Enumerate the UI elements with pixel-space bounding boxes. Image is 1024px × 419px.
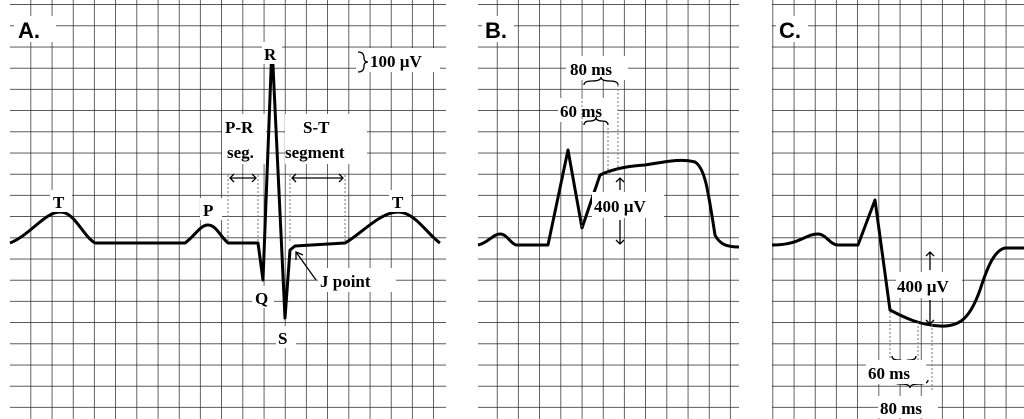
panel-label: A. bbox=[18, 18, 40, 43]
j-point-label: J point bbox=[320, 272, 371, 291]
wave-label: Q bbox=[255, 289, 268, 308]
amplitude-label: 400 µV bbox=[897, 277, 950, 296]
panel-label: C. bbox=[779, 18, 801, 43]
grid bbox=[772, 0, 1024, 419]
interval-label: 60 ms bbox=[560, 102, 602, 121]
wave-label: P bbox=[203, 201, 213, 220]
ecg-trace bbox=[9, 43, 441, 320]
wave-label: S bbox=[278, 329, 287, 348]
segment-label: seg. bbox=[227, 143, 254, 162]
ecg-trace bbox=[477, 148, 740, 249]
panel-a: A. R 100 µV P-R seg. S-T segment T P T Q… bbox=[9, 0, 446, 419]
wave-label: R bbox=[264, 45, 277, 64]
wave-label: T bbox=[53, 193, 65, 212]
amplitude-label: 100 µV bbox=[370, 52, 423, 71]
segment-label: S-T bbox=[303, 118, 330, 137]
segment-label: P-R bbox=[225, 118, 254, 137]
amplitude-label: 400 µV bbox=[594, 197, 647, 216]
interval-label: 60 ms bbox=[868, 364, 910, 383]
wave-label: T bbox=[392, 193, 404, 212]
interval-label: 80 ms bbox=[880, 399, 922, 418]
ecg-trace bbox=[771, 198, 1024, 328]
panel-c: C. 400 µV 60 ms 80 ms bbox=[771, 0, 1024, 419]
panel-b: B. 80 ms 60 ms 400 µV bbox=[477, 0, 740, 419]
segment-label: segment bbox=[285, 143, 345, 162]
interval-label: 80 ms bbox=[570, 60, 612, 79]
panel-label: B. bbox=[485, 18, 507, 43]
